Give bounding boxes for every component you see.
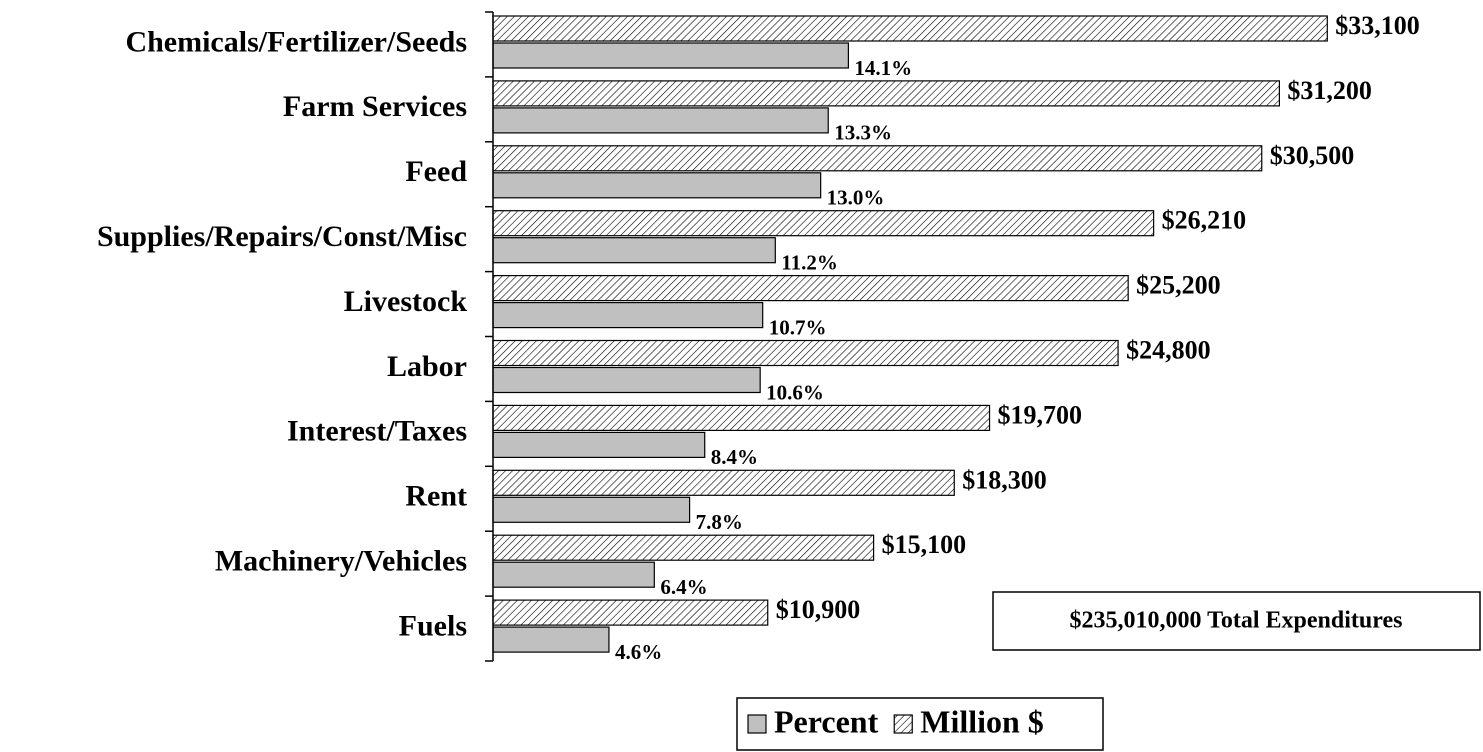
value-label: $31,200	[1287, 76, 1372, 105]
bar	[492, 172, 822, 199]
bar	[492, 210, 1155, 237]
value-label: 7.8%	[696, 510, 743, 534]
value-label: $24,800	[1126, 335, 1211, 364]
bar	[492, 469, 955, 496]
bar	[492, 145, 1263, 172]
category-label: Supplies/Repairs/Const/Misc	[97, 220, 467, 253]
value-label: 13.0%	[827, 186, 885, 210]
bar	[492, 80, 1281, 107]
bar	[492, 237, 776, 264]
bar	[492, 404, 991, 431]
value-label: 13.3%	[834, 121, 892, 145]
category-label: Farm Services	[283, 90, 467, 123]
bar	[492, 275, 1129, 302]
bar	[492, 561, 655, 588]
bar	[492, 302, 764, 329]
legend-box	[736, 697, 1104, 751]
category-label: Machinery/Vehicles	[215, 545, 467, 578]
category-label: Rent	[405, 480, 467, 513]
annotation: $235,010,000 Total Expenditures	[1070, 608, 1403, 634]
legend-swatch	[747, 714, 767, 734]
value-label: $30,500	[1270, 141, 1355, 170]
category-label: Labor	[387, 350, 467, 383]
bar	[492, 626, 610, 653]
value-label: 10.6%	[766, 380, 824, 404]
value-label: $26,210	[1162, 206, 1247, 235]
bar	[492, 15, 1328, 42]
value-label: 10.7%	[769, 315, 827, 339]
value-label: $10,900	[776, 595, 861, 624]
bar	[492, 42, 849, 69]
value-label: $25,200	[1136, 271, 1221, 300]
annotation-box	[992, 591, 1481, 651]
bar	[492, 496, 691, 523]
legend-label: Million $	[920, 703, 1044, 739]
category-label: Interest/Taxes	[287, 415, 467, 448]
bar	[492, 431, 706, 458]
value-label: 4.6%	[615, 640, 662, 664]
legend-label: Percent	[774, 703, 879, 739]
value-label: 6.4%	[660, 575, 707, 599]
value-label: 14.1%	[854, 56, 912, 80]
value-label: $33,100	[1335, 11, 1420, 40]
category-label: Chemicals/Fertilizer/Seeds	[125, 25, 467, 58]
value-label: $15,100	[882, 530, 967, 559]
category-label: Livestock	[344, 285, 468, 318]
category-label: Feed	[405, 155, 467, 188]
value-label: 11.2%	[781, 251, 838, 275]
bar	[492, 366, 761, 394]
legend-swatch	[893, 714, 913, 734]
bar	[492, 599, 769, 626]
value-label: $18,300	[962, 465, 1047, 494]
bar	[492, 534, 875, 561]
bar	[492, 107, 829, 134]
value-label: $19,700	[998, 400, 1083, 429]
value-label: 8.4%	[711, 445, 758, 469]
category-label: Fuels	[399, 609, 467, 642]
bar	[492, 339, 1119, 367]
